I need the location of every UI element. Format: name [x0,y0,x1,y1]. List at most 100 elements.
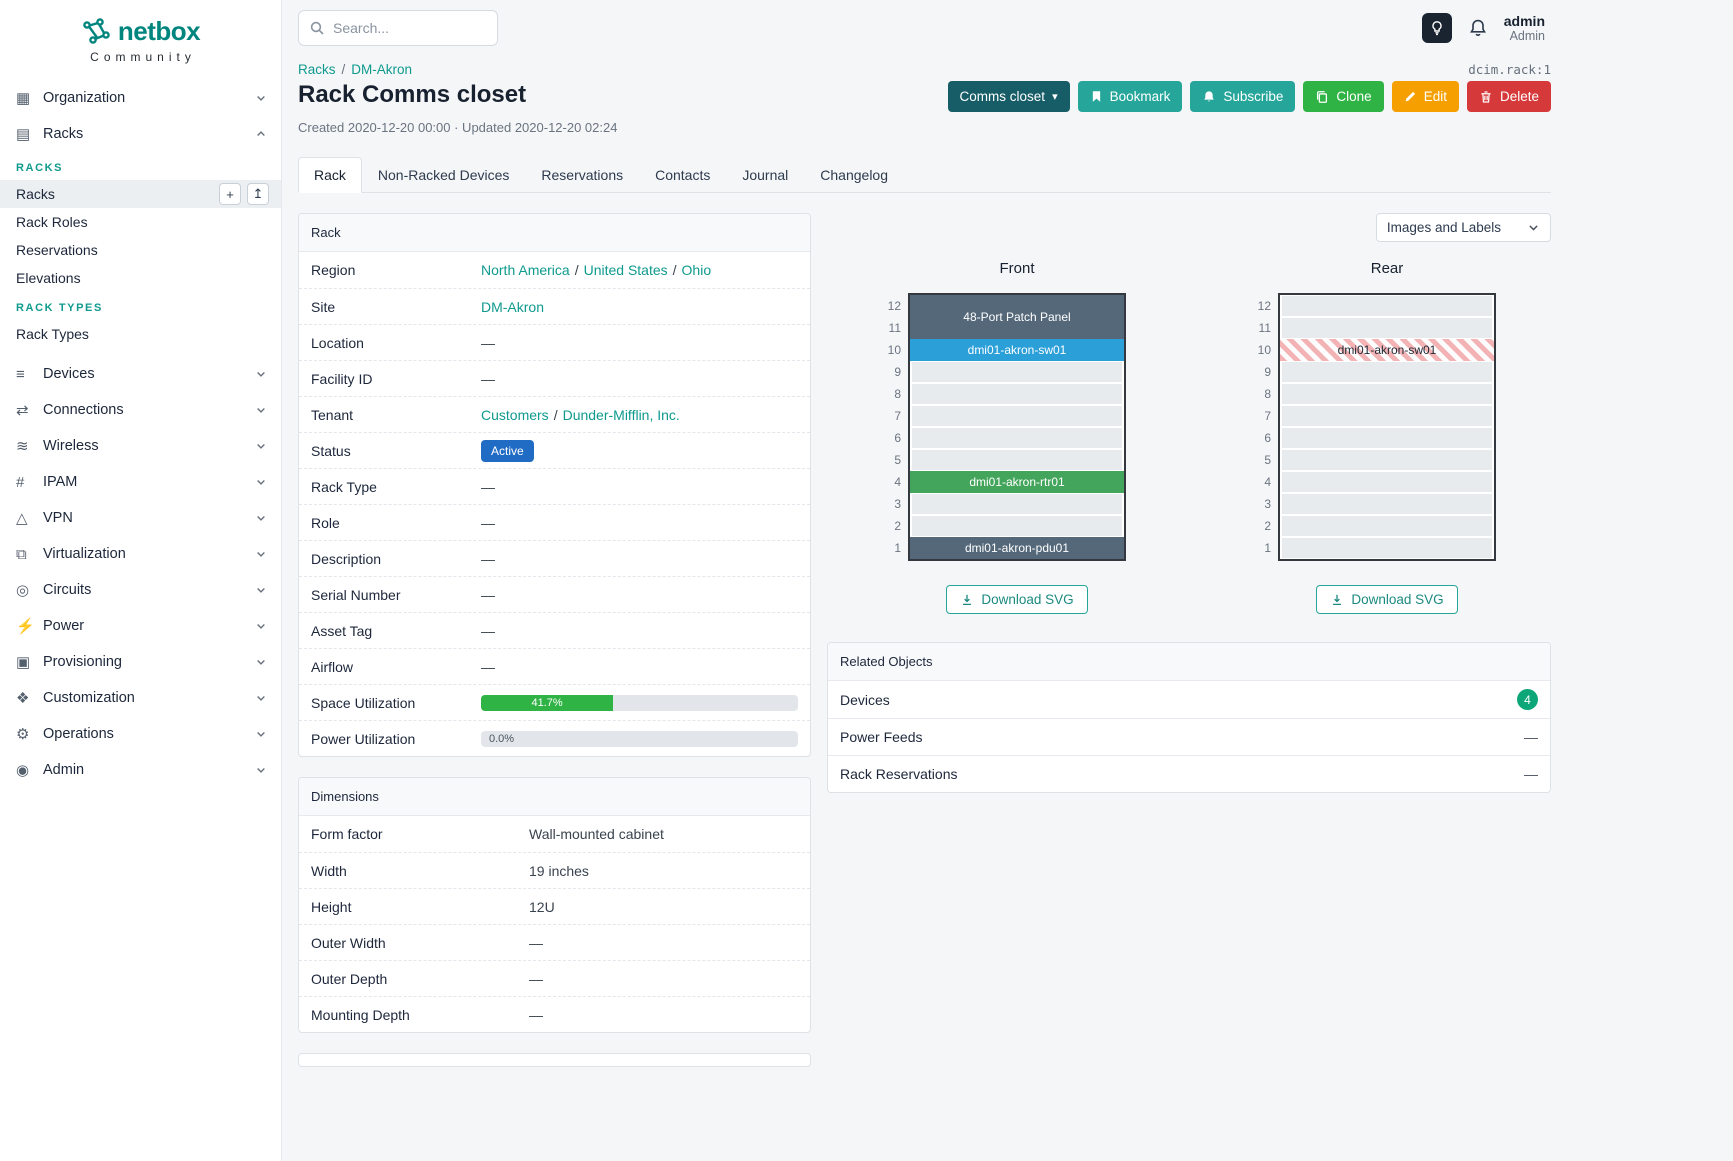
attr-text-value: — [481,478,495,495]
rack-device-48-port-patch-panel[interactable]: 48-Port Patch Panel [910,295,1124,339]
sidebar-item-provisioning[interactable]: ▣ Provisioning [0,644,281,680]
link-united-states[interactable]: United States [583,262,668,278]
empty-unit-slot[interactable] [1282,296,1492,316]
empty-unit-slot[interactable] [912,450,1122,470]
breadcrumb-link-dm-akron[interactable]: DM-Akron [351,62,413,77]
empty-unit-slot[interactable] [1282,494,1492,514]
rack-elevations: Front 12 11 10 9 8 7 6 5 4 3 2 1 48-Port Patch Panel d… [827,260,1551,614]
link-north-america[interactable]: North America [481,262,570,278]
empty-unit-slot[interactable] [1282,450,1492,470]
sidebar-item-customization[interactable]: ❖ Customization [0,680,281,716]
empty-unit-slot[interactable] [1282,428,1492,448]
link-ohio[interactable]: Ohio [681,262,712,278]
empty-unit-slot[interactable] [912,428,1122,448]
attr-label: Outer Width [311,934,386,951]
sidebar-item-power[interactable]: ⚡ Power [0,608,281,644]
attr-value: 0.0% [481,730,798,747]
add-button[interactable]: + [219,183,241,205]
link-customers[interactable]: Customers [481,406,549,423]
unit-number: 8 [1264,387,1271,401]
sidebar-subitem-racks[interactable]: Racks + ↥ [0,180,281,208]
related-empty-value: — [1524,729,1538,745]
breadcrumb-link-racks[interactable]: Racks [298,62,336,77]
sidebar-item-organization[interactable]: ▦ Organization [0,80,281,116]
empty-unit-slot[interactable] [1282,384,1492,404]
sidebar-item-label: IPAM [43,474,78,490]
attr-text-value: — [481,658,495,675]
search-input[interactable] [333,20,487,36]
bookmark-button[interactable]: Bookmark [1077,81,1183,112]
tab-non-racked-devices[interactable]: Non-Racked Devices [377,167,510,183]
tab-contacts[interactable]: Contacts [655,167,711,183]
rack-device-dmi01-akron-pdu01[interactable]: dmi01-akron-pdu01 [910,537,1124,559]
empty-unit-slot[interactable] [912,516,1122,536]
unit-number: 2 [1264,519,1271,533]
delete-button[interactable]: Delete [1466,81,1551,112]
related-row-rack-reservations[interactable]: Rack Reservations — [828,755,1550,792]
import-button[interactable]: ↥ [247,183,269,205]
sidebar-item-admin[interactable]: ◉ Admin [0,752,281,788]
sidebar-item-operations[interactable]: ⚙ Operations [0,716,281,752]
sidebar-subitem-label: Elevations [16,270,81,286]
attr-row-location: Location — [299,324,810,360]
sidebar-subitem-reservations[interactable]: Reservations [0,236,281,264]
attr-label: Asset Tag [311,622,373,639]
rack-device-dmi01-akron-sw01[interactable]: dmi01-akron-sw01 [1280,339,1494,361]
empty-unit-slot[interactable] [1282,516,1492,536]
sidebar-subitem-elevations[interactable]: Elevations [0,264,281,292]
rack-device-dmi01-akron-rtr01[interactable]: dmi01-akron-rtr01 [910,471,1124,493]
rack-device-dmi01-akron-sw01[interactable]: dmi01-akron-sw01 [910,339,1124,361]
attr-value: — [481,371,798,387]
tab-journal[interactable]: Journal [742,167,789,183]
notifications-button[interactable] [1468,18,1488,38]
theme-toggle-button[interactable] [1421,13,1452,43]
tab-rack[interactable]: Rack [298,157,362,193]
sidebar-item-label: Circuits [43,582,92,598]
clone-button[interactable]: Clone [1303,81,1384,112]
empty-unit-slot[interactable] [1282,472,1492,492]
empty-unit-slot[interactable] [912,362,1122,382]
sidebar-item-devices[interactable]: ≡ Devices [0,356,281,392]
sidebar-item-racks[interactable]: ▤ Racks [0,116,281,152]
tab-reservations[interactable]: Reservations [541,167,624,183]
chevron-down-icon [255,440,267,452]
link-dm-akron[interactable]: DM-Akron [481,298,545,315]
sidebar-item-connections[interactable]: ⇄ Connections [0,392,281,428]
related-row-power-feeds[interactable]: Power Feeds — [828,718,1550,755]
sidebar-item-vpn[interactable]: △ VPN [0,500,281,536]
edit-button[interactable]: Edit [1391,81,1459,112]
elevation-front: Front 12 11 10 9 8 7 6 5 4 3 2 1 48-Port Patch Panel d… [882,260,1126,614]
sidebar-item-wireless[interactable]: ≋ Wireless [0,428,281,464]
elevation-view-select[interactable]: Images and Labels [1375,213,1551,242]
object-reference[interactable]: dcim.rack:1 [1468,62,1551,77]
sidebar-item-virtualization[interactable]: ⧉ Virtualization [0,536,281,572]
empty-unit-slot[interactable] [1282,318,1492,338]
related-row-devices[interactable]: Devices 4 [828,681,1550,718]
comms-closet-button[interactable]: Comms closet ▾ [947,81,1070,112]
lightbulb-icon [1429,20,1445,36]
subscribe-button[interactable]: Subscribe [1190,81,1296,112]
sidebar-item-ipam[interactable]: # IPAM [0,464,281,500]
power-icon: ⚡ [16,618,35,635]
empty-unit-slot[interactable] [1282,538,1492,558]
status-badge: Active [481,439,534,462]
download-svg-button-front[interactable]: Download SVG [946,585,1088,614]
rack-front: 12 11 10 9 8 7 6 5 4 3 2 1 48-Port Patch Panel dmi01-… [882,293,1126,561]
sidebar-subitem-rack-types[interactable]: Rack Types [0,320,281,348]
sidebar-item-circuits[interactable]: ◎ Circuits [0,572,281,608]
link-dunder-mifflin-inc[interactable]: Dunder-Mifflin, Inc. [562,406,680,423]
empty-unit-slot[interactable] [912,494,1122,514]
download-svg-button-rear[interactable]: Download SVG [1316,585,1458,614]
sidebar-subitem-rack-roles[interactable]: Rack Roles [0,208,281,236]
attr-text-value: — [481,370,495,387]
user-menu[interactable]: admin Admin [1504,13,1545,43]
tab-changelog[interactable]: Changelog [820,167,889,183]
brand[interactable]: netbox Community [0,12,281,80]
empty-unit-slot[interactable] [1282,406,1492,426]
empty-unit-slot[interactable] [912,384,1122,404]
empty-unit-slot[interactable] [912,406,1122,426]
unit-number: 9 [1264,365,1271,379]
user-name: admin [1503,13,1545,29]
copy-icon [1315,90,1329,104]
empty-unit-slot[interactable] [1282,362,1492,382]
